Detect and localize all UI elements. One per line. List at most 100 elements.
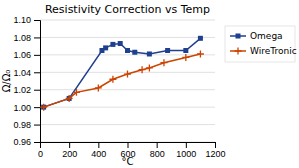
y-tick-mark bbox=[34, 142, 40, 143]
y-tick-mark bbox=[34, 20, 40, 21]
point bbox=[183, 48, 188, 53]
x-tick-label: 400 bbox=[91, 149, 106, 159]
point bbox=[182, 54, 189, 61]
point bbox=[139, 66, 146, 73]
y-tick-mark bbox=[34, 107, 40, 108]
y-tick: 1.02 bbox=[13, 85, 40, 95]
x-tick-label: 1200 bbox=[205, 149, 225, 159]
y-tick-mark bbox=[34, 125, 40, 126]
point-group bbox=[103, 45, 108, 50]
y-axis-title: Ω/Ω₀ bbox=[1, 70, 12, 93]
y-tick: 1.08 bbox=[13, 33, 40, 43]
y-tick-label: 0.98 bbox=[13, 120, 31, 130]
legend-item: WireTronic bbox=[230, 46, 297, 56]
point-group bbox=[110, 42, 115, 47]
y-tick-label: 1.08 bbox=[13, 33, 31, 43]
grid bbox=[40, 20, 215, 142]
y-axis-line bbox=[34, 21, 41, 143]
title: Resistivity Correction vs Temp bbox=[45, 3, 210, 16]
x-tick-label: 0 bbox=[38, 149, 43, 159]
grid-line bbox=[40, 54, 215, 55]
x-tick-mark bbox=[69, 142, 70, 148]
series-line bbox=[44, 38, 201, 107]
point-group bbox=[109, 76, 116, 83]
y-tick-label: 1.10 bbox=[13, 15, 31, 25]
y-tick-label: 1.06 bbox=[13, 50, 31, 60]
chart: 0200400600800100012000.960.981.001.021.0… bbox=[0, 0, 299, 168]
y-tick-label: 1.02 bbox=[13, 85, 31, 95]
y-axis: 0.96 0.98 1.00 1.02 1.04 1.06 1.08 1.10 bbox=[13, 15, 40, 147]
x-tick-label: 800 bbox=[150, 149, 165, 159]
legend-marker-shape bbox=[235, 48, 242, 55]
x-tick: 0 bbox=[38, 142, 43, 159]
x-tick-mark bbox=[157, 142, 158, 148]
plot: 0200400600800100012000.960.981.001.021.0… bbox=[13, 15, 225, 159]
point-group bbox=[41, 105, 46, 110]
series-group bbox=[40, 36, 204, 111]
x-tick-mark bbox=[128, 142, 129, 148]
point-group bbox=[118, 41, 123, 46]
point-group bbox=[139, 66, 146, 73]
point-group bbox=[197, 50, 204, 57]
point-group bbox=[147, 51, 152, 56]
y-tick-mark bbox=[34, 55, 40, 56]
y-tick-label: 1.04 bbox=[13, 68, 31, 78]
y-tick-label: 0.96 bbox=[13, 137, 31, 147]
x-tick: 1000 bbox=[176, 142, 196, 159]
legend-marker bbox=[236, 34, 241, 39]
grid-line bbox=[40, 20, 215, 21]
legend-label: WireTronic bbox=[250, 46, 297, 56]
legend-item: Omega bbox=[230, 31, 283, 41]
point-group bbox=[160, 59, 167, 66]
point-group bbox=[124, 71, 131, 78]
x-axis-title: °C bbox=[122, 156, 134, 167]
point-group bbox=[73, 89, 80, 96]
y-tick: 0.96 bbox=[13, 137, 40, 147]
legend-label: Omega bbox=[250, 31, 283, 41]
point bbox=[103, 45, 108, 50]
series-line bbox=[44, 54, 201, 107]
point bbox=[118, 41, 123, 46]
y-tick: 1.10 bbox=[13, 15, 40, 25]
x-tick: 200 bbox=[62, 142, 77, 159]
x-tick: 800 bbox=[150, 142, 165, 159]
x-axis-line bbox=[41, 143, 216, 149]
y-tick: 0.98 bbox=[13, 120, 40, 130]
x-tick: 1200 bbox=[205, 142, 225, 159]
y-tick: 1.04 bbox=[13, 68, 40, 78]
point bbox=[125, 48, 130, 53]
point-group bbox=[182, 54, 189, 61]
grid-line bbox=[40, 107, 215, 108]
point bbox=[110, 42, 115, 47]
point bbox=[124, 71, 131, 78]
point bbox=[73, 89, 80, 96]
y-tick: 1.00 bbox=[13, 103, 40, 113]
point bbox=[146, 64, 153, 71]
y-tick-mark bbox=[34, 72, 40, 73]
point bbox=[198, 36, 203, 41]
x-tick-label: 1000 bbox=[176, 149, 196, 159]
point bbox=[41, 105, 46, 110]
point-group bbox=[125, 48, 130, 53]
x-tick-mark bbox=[186, 142, 187, 148]
grid-line bbox=[40, 124, 215, 125]
y-tick-mark bbox=[34, 37, 40, 38]
point bbox=[66, 95, 73, 102]
grid-line bbox=[40, 89, 215, 90]
point bbox=[197, 50, 204, 57]
y-tick-mark bbox=[34, 90, 40, 91]
y-tick: 1.06 bbox=[13, 50, 40, 60]
legend-marker-shape bbox=[236, 34, 241, 39]
point bbox=[132, 50, 137, 55]
point bbox=[147, 51, 152, 56]
point bbox=[160, 59, 167, 66]
y-tick-label: 1.00 bbox=[13, 103, 31, 113]
point bbox=[95, 84, 102, 91]
point-group bbox=[165, 48, 170, 53]
legend-marker bbox=[235, 48, 242, 55]
point-group bbox=[132, 50, 137, 55]
x-tick: 400 bbox=[91, 142, 106, 159]
legend-frame bbox=[225, 26, 295, 62]
point bbox=[109, 76, 116, 83]
point-group bbox=[198, 36, 203, 41]
